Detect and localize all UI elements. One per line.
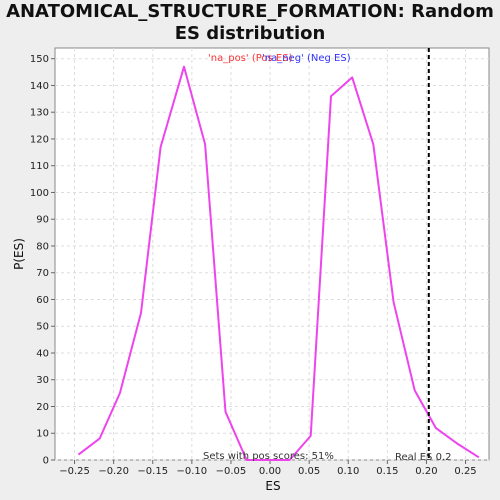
- y-tick-label: 10: [36, 429, 49, 440]
- y-tick-label: 130: [30, 108, 49, 119]
- x-tick-label: 0.25: [454, 466, 476, 477]
- y-tick-label: 100: [30, 188, 49, 199]
- x-axis-label: ES: [265, 479, 280, 493]
- y-tick-label: 150: [30, 54, 49, 65]
- y-tick-label: 110: [30, 161, 49, 172]
- series-line: [77, 65, 480, 461]
- y-tick-label: 120: [30, 134, 49, 145]
- y-axis-label: P(ES): [12, 238, 26, 270]
- y-tick-label: 90: [36, 215, 49, 226]
- axis-ticks: 0 10 20 30 40 50 60 70 80 90 100 110 120 130 140 150 −0.…: [30, 54, 477, 477]
- y-tick-label: 70: [36, 268, 49, 279]
- legend-pos-label: 'na_pos' (Pos ES): [208, 53, 293, 64]
- x-tick-label: 0.10: [337, 466, 359, 477]
- legend-neg-label: 'na_neg' (Neg ES): [262, 53, 351, 64]
- x-tick-label: 0.05: [298, 466, 320, 477]
- y-tick-label: 0: [43, 456, 49, 467]
- x-tick-label: −0.15: [137, 466, 168, 477]
- y-tick-label: 140: [30, 81, 49, 92]
- x-tick-label: −0.20: [98, 466, 129, 477]
- x-tick-label: 0.20: [415, 466, 437, 477]
- x-tick-label: −0.05: [216, 466, 247, 477]
- grid-lines: [55, 48, 489, 461]
- x-tick-label: −0.25: [59, 466, 90, 477]
- y-tick-label: 60: [36, 295, 49, 306]
- y-tick-label: 80: [36, 241, 49, 252]
- y-tick-label: 20: [36, 402, 49, 413]
- y-tick-label: 40: [36, 348, 49, 359]
- x-tick-label: 0.00: [259, 466, 281, 477]
- real-es-label: Real ES 0.2: [395, 452, 451, 463]
- chart-title: ANATOMICAL_STRUCTURE_FORMATION: Random E…: [6, 1, 494, 44]
- plot-background: [54, 47, 490, 461]
- x-tick-label: −0.10: [177, 466, 208, 477]
- y-tick-label: 30: [36, 375, 49, 386]
- series-layer: [77, 65, 480, 461]
- pos-scores-annotation: Sets with pos scores: 51%: [203, 451, 334, 462]
- y-tick-label: 50: [36, 322, 49, 333]
- x-tick-label: 0.15: [376, 466, 398, 477]
